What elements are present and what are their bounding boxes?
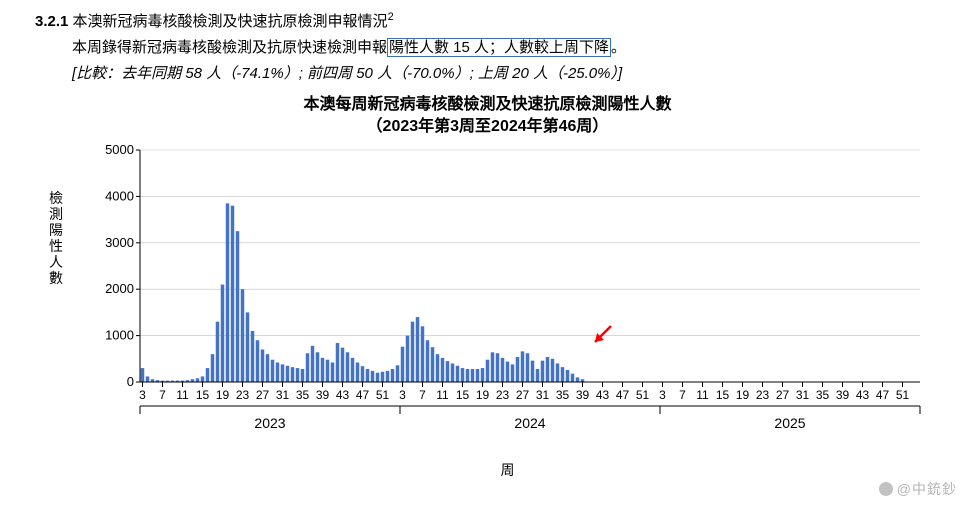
watermark-text: @中銃鈔 <box>897 481 957 497</box>
chart-ylabel: 檢測陽性人數 <box>48 190 64 286</box>
svg-text:3: 3 <box>659 388 666 402</box>
svg-text:31: 31 <box>276 388 290 402</box>
chart-area: 0100020003000400050003711151923273135394… <box>90 142 925 402</box>
svg-text:23: 23 <box>756 388 770 402</box>
svg-text:47: 47 <box>876 388 890 402</box>
chart-xlabel: 周 <box>90 460 925 480</box>
section-header: 3.2.1 本澳新冠病毒核酸檢測及快速抗原檢測申報情況2 <box>35 10 394 31</box>
svg-text:11: 11 <box>176 388 189 402</box>
svg-text:7: 7 <box>159 388 166 402</box>
svg-text:51: 51 <box>636 388 650 402</box>
svg-text:43: 43 <box>596 388 610 402</box>
svg-text:35: 35 <box>296 388 310 402</box>
svg-text:4000: 4000 <box>105 188 134 203</box>
svg-text:43: 43 <box>336 388 350 402</box>
svg-text:39: 39 <box>316 388 330 402</box>
svg-text:23: 23 <box>496 388 510 402</box>
svg-text:3000: 3000 <box>105 235 134 250</box>
chart-title-1: 本澳每周新冠病毒核酸檢測及快速抗原檢測陽性人數 <box>0 94 975 116</box>
svg-text:39: 39 <box>836 388 850 402</box>
svg-text:7: 7 <box>419 388 426 402</box>
svg-text:15: 15 <box>716 388 730 402</box>
svg-text:35: 35 <box>556 388 570 402</box>
chart-svg: 0100020003000400050003711151923273135394… <box>90 142 925 442</box>
svg-text:11: 11 <box>436 388 449 402</box>
svg-text:15: 15 <box>456 388 470 402</box>
svg-text:7: 7 <box>679 388 686 402</box>
summary-suffix: 。 <box>611 39 626 56</box>
svg-text:3: 3 <box>399 388 406 402</box>
svg-text:43: 43 <box>856 388 870 402</box>
svg-text:51: 51 <box>896 388 910 402</box>
svg-text:31: 31 <box>796 388 810 402</box>
svg-text:19: 19 <box>476 388 490 402</box>
svg-text:19: 19 <box>736 388 750 402</box>
weibo-icon <box>879 482 893 496</box>
svg-text:39: 39 <box>576 388 590 402</box>
svg-text:27: 27 <box>776 388 790 402</box>
svg-text:23: 23 <box>236 388 250 402</box>
section-title: 本澳新冠病毒核酸檢測及快速抗原檢測申報情況 <box>73 13 388 30</box>
svg-text:2024: 2024 <box>514 415 545 431</box>
footnote-mark: 2 <box>388 11 394 23</box>
chart-title-2: （2023年第3周至2024年第46周） <box>0 116 975 138</box>
svg-text:35: 35 <box>816 388 830 402</box>
svg-text:47: 47 <box>616 388 630 402</box>
svg-text:3: 3 <box>139 388 146 402</box>
svg-text:2025: 2025 <box>774 415 805 431</box>
svg-text:27: 27 <box>516 388 530 402</box>
chart-title: 本澳每周新冠病毒核酸檢測及快速抗原檢測陽性人數 （2023年第3周至2024年第… <box>0 94 975 138</box>
svg-text:47: 47 <box>356 388 370 402</box>
svg-text:31: 31 <box>536 388 550 402</box>
watermark: @中銃鈔 <box>879 479 957 499</box>
svg-text:15: 15 <box>196 388 210 402</box>
summary-prefix: 本周錄得新冠病毒核酸檢測及抗原快速檢測申報 <box>72 39 387 56</box>
comparison-line: [比較：去年同期 58 人（-74.1%）; 前四周 50 人（-70.0%）;… <box>72 62 622 83</box>
svg-text:11: 11 <box>696 388 709 402</box>
summary-highlight: 陽性人數 15 人；人數較上周下降 <box>387 38 611 57</box>
svg-text:19: 19 <box>216 388 230 402</box>
svg-text:2000: 2000 <box>105 281 134 296</box>
svg-text:51: 51 <box>376 388 390 402</box>
svg-text:0: 0 <box>127 374 134 389</box>
section-number: 3.2.1 <box>35 13 68 30</box>
svg-text:1000: 1000 <box>105 328 134 343</box>
svg-text:27: 27 <box>256 388 270 402</box>
summary-line: 本周錄得新冠病毒核酸檢測及抗原快速檢測申報陽性人數 15 人；人數較上周下降。 <box>72 36 626 57</box>
svg-text:2023: 2023 <box>254 415 285 431</box>
svg-text:5000: 5000 <box>105 142 134 157</box>
